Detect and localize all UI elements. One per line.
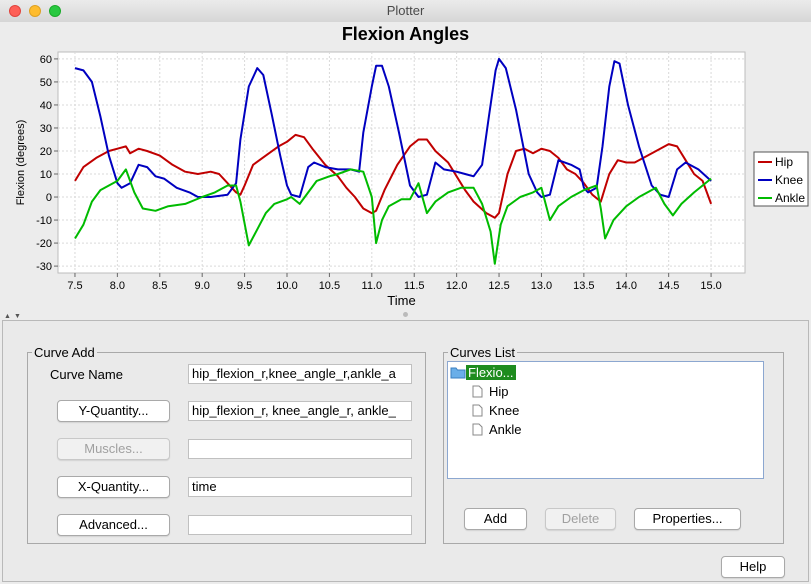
folder-icon bbox=[450, 367, 466, 379]
tree-folder-label[interactable]: Flexio... bbox=[466, 365, 516, 380]
tree-item-label: Knee bbox=[489, 403, 520, 418]
curves-list-group: Curves List bbox=[443, 345, 784, 544]
muscles-field[interactable] bbox=[188, 439, 412, 459]
x-axis-label: Time bbox=[387, 293, 415, 308]
controls-panel: Curve Add Curve Name hip_flexion_r,knee_… bbox=[2, 320, 809, 582]
splitter-grip-icon[interactable] bbox=[403, 312, 408, 317]
x-tick-label: 9.5 bbox=[237, 280, 252, 292]
y-tick-label: -30 bbox=[36, 261, 52, 273]
curve-name-label: Curve Name bbox=[50, 367, 123, 382]
x-tick-label: 10.0 bbox=[276, 280, 297, 292]
curves-tree[interactable]: Flexio... Hip Knee Ankle bbox=[447, 361, 764, 479]
splitter-down-arrow-icon[interactable]: ▼ bbox=[14, 313, 21, 320]
y-tick-label: 40 bbox=[40, 100, 52, 112]
window-title: Plotter bbox=[386, 3, 425, 18]
tree-item-label: Hip bbox=[489, 384, 509, 399]
y-tick-label: -10 bbox=[36, 215, 52, 227]
legend-label-knee: Knee bbox=[775, 173, 803, 187]
x-tick-label: 15.0 bbox=[700, 280, 721, 292]
x-quantity-field[interactable]: time bbox=[188, 477, 412, 497]
x-tick-label: 12.0 bbox=[446, 280, 467, 292]
splitter-up-arrow-icon[interactable]: ▲ bbox=[4, 313, 11, 320]
tree-item-knee[interactable]: Knee bbox=[472, 402, 519, 420]
x-tick-label: 14.5 bbox=[658, 280, 679, 292]
tree-item-label: Ankle bbox=[489, 422, 522, 437]
y-tick-label: 30 bbox=[40, 123, 52, 135]
y-tick-label: 0 bbox=[46, 192, 52, 204]
file-icon bbox=[472, 404, 483, 417]
y-tick-label: 60 bbox=[40, 54, 52, 66]
tree-item-ankle[interactable]: Ankle bbox=[472, 421, 522, 439]
y-axis-label: Flexion (degrees) bbox=[15, 120, 27, 206]
close-window-button[interactable] bbox=[9, 5, 21, 17]
y-tick-label: 10 bbox=[40, 169, 52, 181]
splitter[interactable]: ▲ ▼ bbox=[0, 312, 811, 320]
x-tick-label: 9.0 bbox=[195, 280, 210, 292]
file-icon bbox=[472, 385, 483, 398]
x-tick-label: 7.5 bbox=[67, 280, 82, 292]
series-line-ankle bbox=[74, 168, 712, 265]
curve-add-group: Curve Add bbox=[27, 345, 426, 544]
x-tick-label: 13.5 bbox=[573, 280, 594, 292]
curve-add-legend: Curve Add bbox=[34, 345, 95, 360]
maximize-window-button[interactable] bbox=[49, 5, 61, 17]
plot-area bbox=[57, 51, 746, 274]
properties-button[interactable]: Properties... bbox=[634, 508, 741, 530]
window-titlebar: Plotter bbox=[0, 0, 811, 23]
legend-label-hip: Hip bbox=[775, 155, 793, 169]
y-tick-label: -20 bbox=[36, 238, 52, 250]
minimize-window-button[interactable] bbox=[29, 5, 41, 17]
x-quantity-button[interactable]: X-Quantity... bbox=[57, 476, 170, 498]
legend-label-ankle: Ankle bbox=[775, 191, 805, 205]
x-tick-label: 8.5 bbox=[152, 280, 167, 292]
flexion-chart: 7.5 8.0 8.5 9.0 9.5 10.0 10.5 11.0 11.5 12.0 12.5 1… bbox=[15, 51, 809, 308]
y-tick-label: 50 bbox=[40, 77, 52, 89]
help-button[interactable]: Help bbox=[721, 556, 785, 578]
y-quantity-field[interactable]: hip_flexion_r, knee_angle_r, ankle_ bbox=[188, 401, 412, 421]
curve-name-field[interactable]: hip_flexion_r,knee_angle_r,ankle_a bbox=[188, 364, 412, 384]
x-tick-label: 12.5 bbox=[488, 280, 509, 292]
series-line-knee bbox=[74, 57, 712, 198]
y-tick-label: 20 bbox=[40, 146, 52, 158]
chart-title: Flexion Angles bbox=[341, 24, 470, 44]
tree-folder-row[interactable]: Flexio... bbox=[450, 364, 516, 382]
x-tick-label: 11.5 bbox=[404, 280, 425, 292]
advanced-field[interactable] bbox=[188, 515, 412, 535]
add-curve-button[interactable]: Add bbox=[464, 508, 527, 530]
x-tick-label: 8.0 bbox=[110, 280, 125, 292]
x-tick-label: 13.0 bbox=[531, 280, 552, 292]
x-tick-label: 14.0 bbox=[616, 280, 637, 292]
plot-panel: Flexion Angles 7.5 8.0 8.5 9.0 9.5 10.0 10.5 11… bbox=[0, 22, 811, 314]
advanced-button[interactable]: Advanced... bbox=[57, 514, 170, 536]
curves-list-legend: Curves List bbox=[450, 345, 516, 360]
x-tick-label: 10.5 bbox=[319, 280, 340, 292]
muscles-button[interactable]: Muscles... bbox=[57, 438, 170, 460]
delete-curve-button[interactable]: Delete bbox=[545, 508, 616, 530]
tree-item-hip[interactable]: Hip bbox=[472, 383, 509, 401]
x-tick-label: 11.0 bbox=[362, 280, 383, 292]
file-icon bbox=[472, 423, 483, 436]
y-quantity-button[interactable]: Y-Quantity... bbox=[57, 400, 170, 422]
